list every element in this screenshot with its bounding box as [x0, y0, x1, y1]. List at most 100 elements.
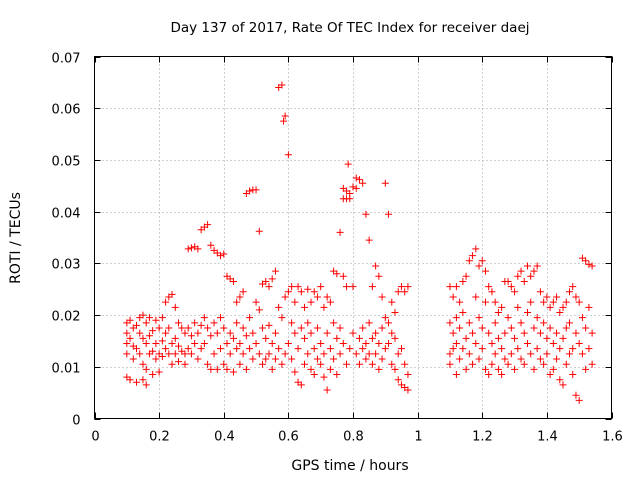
data-point: [494, 334, 502, 342]
data-point: [330, 319, 338, 327]
y-tick-label: 0.01: [52, 362, 81, 377]
data-point: [527, 298, 535, 306]
data-point: [207, 365, 215, 373]
y-tick-label: 0.03: [52, 258, 81, 273]
data-point: [391, 308, 399, 316]
y-axis-label: ROTI / TECUs: [8, 192, 24, 284]
data-point: [514, 345, 522, 353]
data-point: [226, 329, 234, 337]
data-point: [333, 371, 341, 379]
data-point: [323, 386, 331, 394]
data-point: [381, 179, 389, 187]
data-point: [297, 324, 305, 332]
data-point: [320, 303, 328, 311]
data-point: [252, 186, 260, 194]
data-point: [365, 236, 373, 244]
y-tick-label: 0.06: [52, 103, 81, 118]
data-point: [491, 319, 499, 327]
data-point: [378, 293, 386, 301]
data-point: [385, 210, 393, 218]
data-point: [333, 270, 341, 278]
data-point: [326, 298, 334, 306]
data-point: [336, 350, 344, 358]
data-point: [462, 334, 470, 342]
data-point: [543, 334, 551, 342]
data-point: [307, 365, 315, 373]
data-point: [194, 355, 202, 363]
data-point: [523, 340, 531, 348]
data-point: [158, 337, 166, 345]
data-point: [323, 293, 331, 301]
data-point: [385, 319, 393, 327]
data-point: [397, 283, 405, 291]
data-point: [488, 288, 496, 296]
data-point: [278, 81, 286, 89]
data-point: [268, 275, 276, 283]
data-point: [129, 355, 137, 363]
y-tick-label: 0: [72, 414, 80, 429]
data-point: [404, 386, 412, 394]
data-point: [155, 368, 163, 376]
axis-ticks: [94, 56, 613, 420]
data-point: [330, 355, 338, 363]
data-point: [171, 303, 179, 311]
data-point: [449, 345, 457, 353]
data-point: [281, 350, 289, 358]
data-point: [288, 355, 296, 363]
data-point: [572, 293, 580, 301]
data-point: [546, 303, 554, 311]
data-point: [291, 368, 299, 376]
data-point: [275, 345, 283, 353]
data-point: [168, 340, 176, 348]
data-point: [569, 345, 577, 353]
data-point: [459, 308, 467, 316]
data-point: [281, 112, 289, 120]
data-point: [152, 355, 160, 363]
data-point: [217, 314, 225, 322]
data-point: [527, 272, 535, 280]
data-point: [200, 340, 208, 348]
data-point: [488, 360, 496, 368]
data-point: [549, 340, 557, 348]
data-point: [294, 283, 302, 291]
data-point: [465, 319, 473, 327]
data-point: [556, 308, 564, 316]
data-point: [565, 319, 573, 327]
data-point: [388, 298, 396, 306]
data-point: [569, 371, 577, 379]
y-tick-label: 0.04: [52, 207, 81, 222]
data-point: [540, 298, 548, 306]
data-point: [233, 319, 241, 327]
data-point: [278, 360, 286, 368]
data-point: [187, 244, 195, 252]
data-point: [123, 340, 131, 348]
data-point: [175, 342, 183, 350]
data-points: [123, 81, 596, 404]
data-point: [478, 257, 486, 265]
data-point: [578, 350, 586, 358]
data-point: [352, 184, 360, 192]
data-point: [472, 340, 480, 348]
data-point: [320, 350, 328, 358]
data-point: [226, 350, 234, 358]
data-point: [491, 298, 499, 306]
data-point: [501, 329, 509, 337]
data-point: [485, 371, 493, 379]
data-point: [585, 303, 593, 311]
data-point: [585, 260, 593, 268]
data-point: [394, 376, 402, 384]
data-point: [469, 252, 477, 260]
data-point: [133, 378, 141, 386]
data-point: [194, 329, 202, 337]
data-point: [223, 365, 231, 373]
data-point: [336, 228, 344, 236]
data-point: [517, 319, 525, 327]
data-point: [556, 376, 564, 384]
data-point: [284, 340, 292, 348]
data-point: [368, 283, 376, 291]
grid-lines: [94, 56, 612, 419]
data-point: [397, 345, 405, 353]
data-point: [394, 288, 402, 296]
data-point: [504, 277, 512, 285]
data-point: [139, 311, 147, 319]
